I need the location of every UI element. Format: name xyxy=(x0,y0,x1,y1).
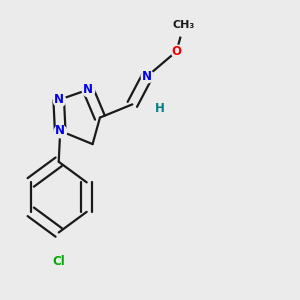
Text: O: O xyxy=(172,45,182,58)
Text: H: H xyxy=(155,102,165,115)
Text: N: N xyxy=(83,83,93,96)
Text: N: N xyxy=(142,70,152,83)
Text: Cl: Cl xyxy=(52,255,65,268)
Text: CH₃: CH₃ xyxy=(173,20,195,30)
Text: N: N xyxy=(54,93,64,106)
Text: N: N xyxy=(55,124,65,137)
